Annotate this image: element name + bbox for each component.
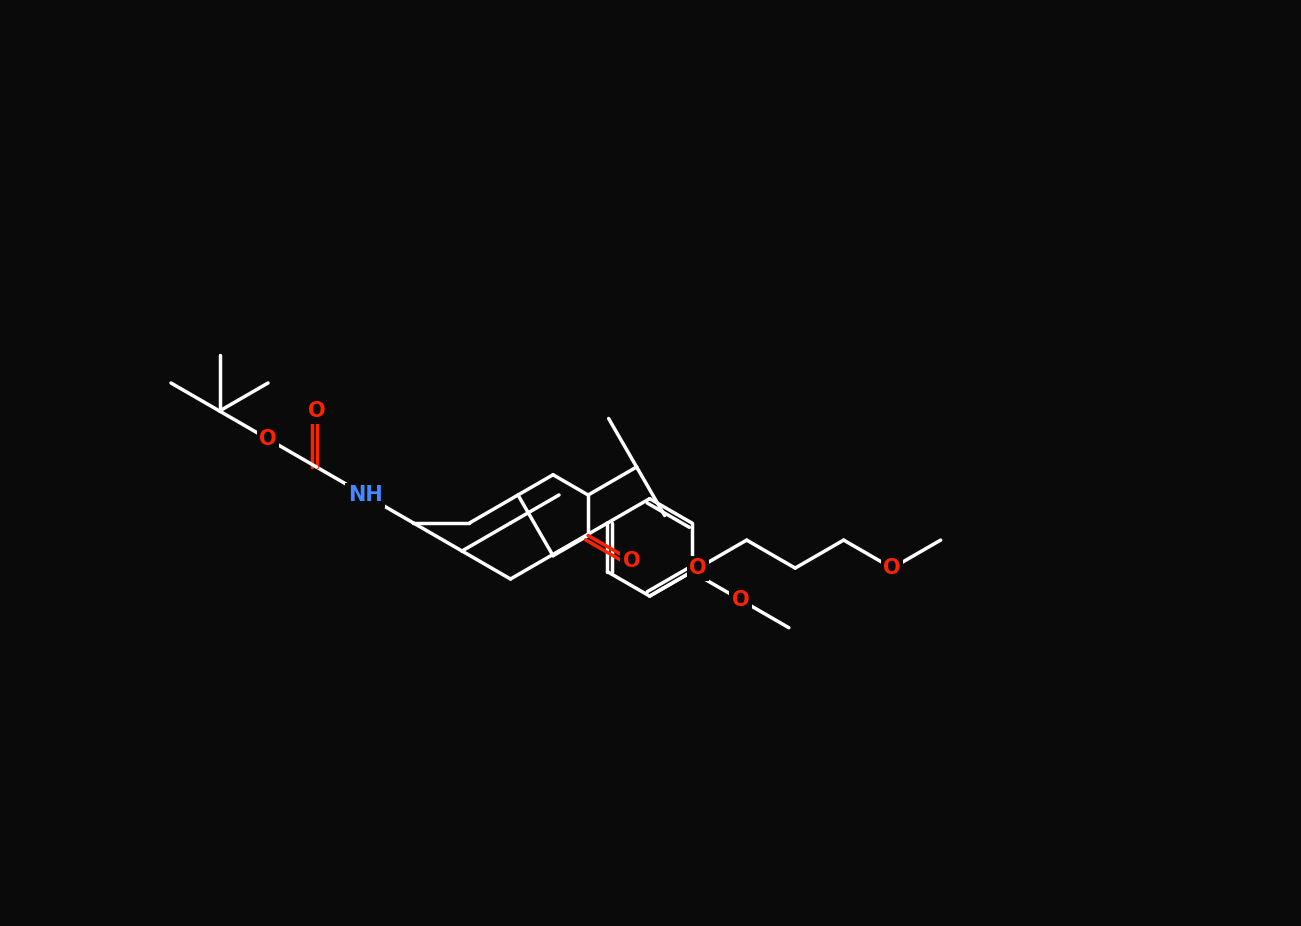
Text: O: O [308, 401, 325, 421]
Text: O: O [259, 429, 277, 449]
Text: O: O [731, 590, 749, 609]
Text: O: O [623, 551, 640, 570]
Text: O: O [883, 558, 902, 578]
Text: NH: NH [347, 485, 382, 505]
Text: O: O [690, 558, 706, 578]
